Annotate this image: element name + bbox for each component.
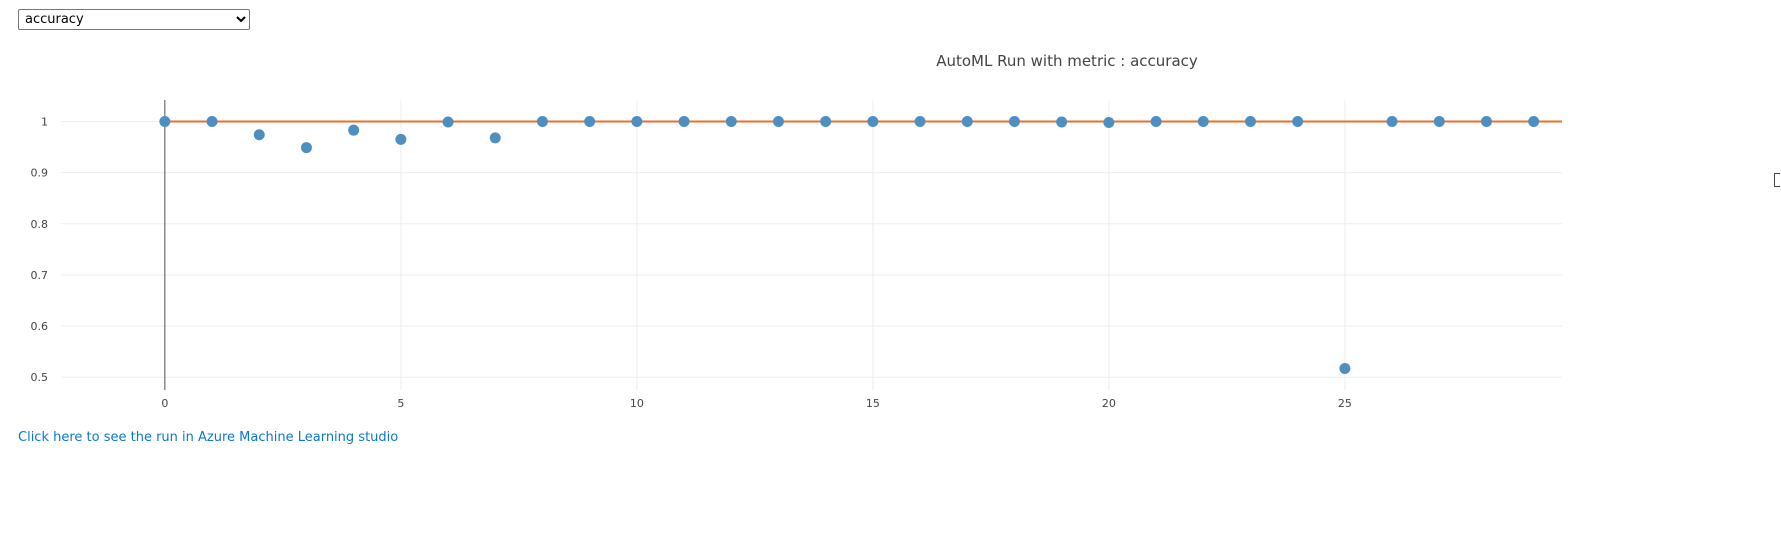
data-point [253,129,265,141]
data-point [536,115,548,127]
data-point [300,142,312,154]
data-point [1008,115,1020,127]
x-tick-label: 25 [1338,397,1352,410]
y-axis-ticks: 0.5 0.6 0.7 0.8 0.9 1 [31,115,49,384]
data-point [1339,363,1351,375]
data-point [631,115,643,127]
data-points [159,115,1540,375]
x-tick-label: 15 [866,397,880,410]
data-point [1103,117,1115,129]
chart-title: AutoML Run with metric : accuracy [936,52,1198,70]
x-tick-label: 0 [161,397,168,410]
data-point [867,115,879,127]
azure-studio-link[interactable]: Click here to see the run in Azure Machi… [18,430,399,445]
data-point [1056,116,1068,128]
metric-select[interactable]: accuracy [18,9,250,30]
x-tick-label: 20 [1102,397,1116,410]
data-point [820,115,832,127]
data-point [1386,115,1398,127]
data-point [1433,115,1445,127]
data-point [348,124,360,136]
data-point [442,116,454,128]
data-point [1197,115,1209,127]
y-tick-label: 0.5 [31,371,49,384]
data-point [678,115,690,127]
data-point [489,132,501,144]
panel-edge-handle[interactable] [1774,173,1780,187]
x-tick-label: 10 [630,397,644,410]
data-point [1244,115,1256,127]
data-point [961,115,973,127]
reference-lines [164,100,1562,390]
data-point [1292,115,1304,127]
data-point [772,115,784,127]
data-point [1150,115,1162,127]
y-tick-label: 0.6 [31,320,49,333]
data-point [914,115,926,127]
x-axis-ticks: 0 5 10 15 20 25 [161,397,1352,410]
data-point [1528,115,1540,127]
x-tick-label: 5 [397,397,404,410]
grid [61,100,1562,390]
chart: AutoML Run with metric : accuracy 0.5 0.6… [31,52,1562,410]
y-tick-label: 0.8 [31,218,49,231]
data-point [395,133,407,145]
data-point [584,115,596,127]
y-tick-label: 0.7 [31,269,49,282]
data-point [1480,115,1492,127]
data-point [206,115,218,127]
y-tick-label: 0.9 [31,167,49,180]
y-tick-label: 1 [41,115,48,128]
data-point [725,115,737,127]
data-point [159,115,171,127]
